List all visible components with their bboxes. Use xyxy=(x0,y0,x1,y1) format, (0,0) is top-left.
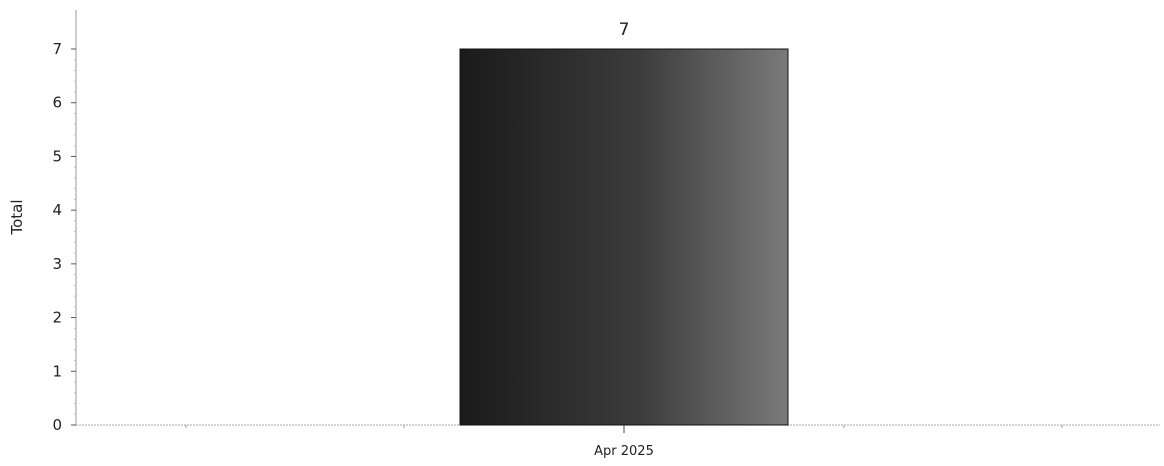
y-tick-label: 4 xyxy=(52,201,62,219)
y-tick-label: 6 xyxy=(52,94,62,112)
x-axis: Apr 2025 xyxy=(76,424,1160,459)
y-axis-title: Total xyxy=(8,199,26,235)
y-tick-label: 1 xyxy=(52,362,62,380)
y-tick-label: 3 xyxy=(52,255,62,273)
bar xyxy=(459,48,789,426)
y-tick-label: 5 xyxy=(52,147,62,165)
y-tick-label: 0 xyxy=(52,416,62,434)
x-tick-label: Apr 2025 xyxy=(594,444,654,459)
bar-series xyxy=(459,48,789,426)
bar-data-label: 7 xyxy=(619,20,630,40)
y-tick-label: 7 xyxy=(52,40,62,58)
y-tick-label: 2 xyxy=(52,309,62,327)
y-axis: 0 1 2 3 4 5 6 7 xyxy=(52,10,77,434)
data-labels: 7 xyxy=(619,20,630,40)
